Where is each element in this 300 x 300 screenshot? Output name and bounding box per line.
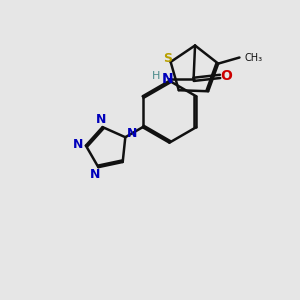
Text: N: N xyxy=(96,112,106,125)
Text: N: N xyxy=(90,168,100,181)
Text: N: N xyxy=(127,127,138,140)
Text: H: H xyxy=(152,71,160,81)
Text: CH₃: CH₃ xyxy=(245,52,263,62)
Text: N: N xyxy=(162,72,174,86)
Text: N: N xyxy=(73,138,83,151)
Text: S: S xyxy=(163,52,172,65)
Text: O: O xyxy=(220,69,232,83)
